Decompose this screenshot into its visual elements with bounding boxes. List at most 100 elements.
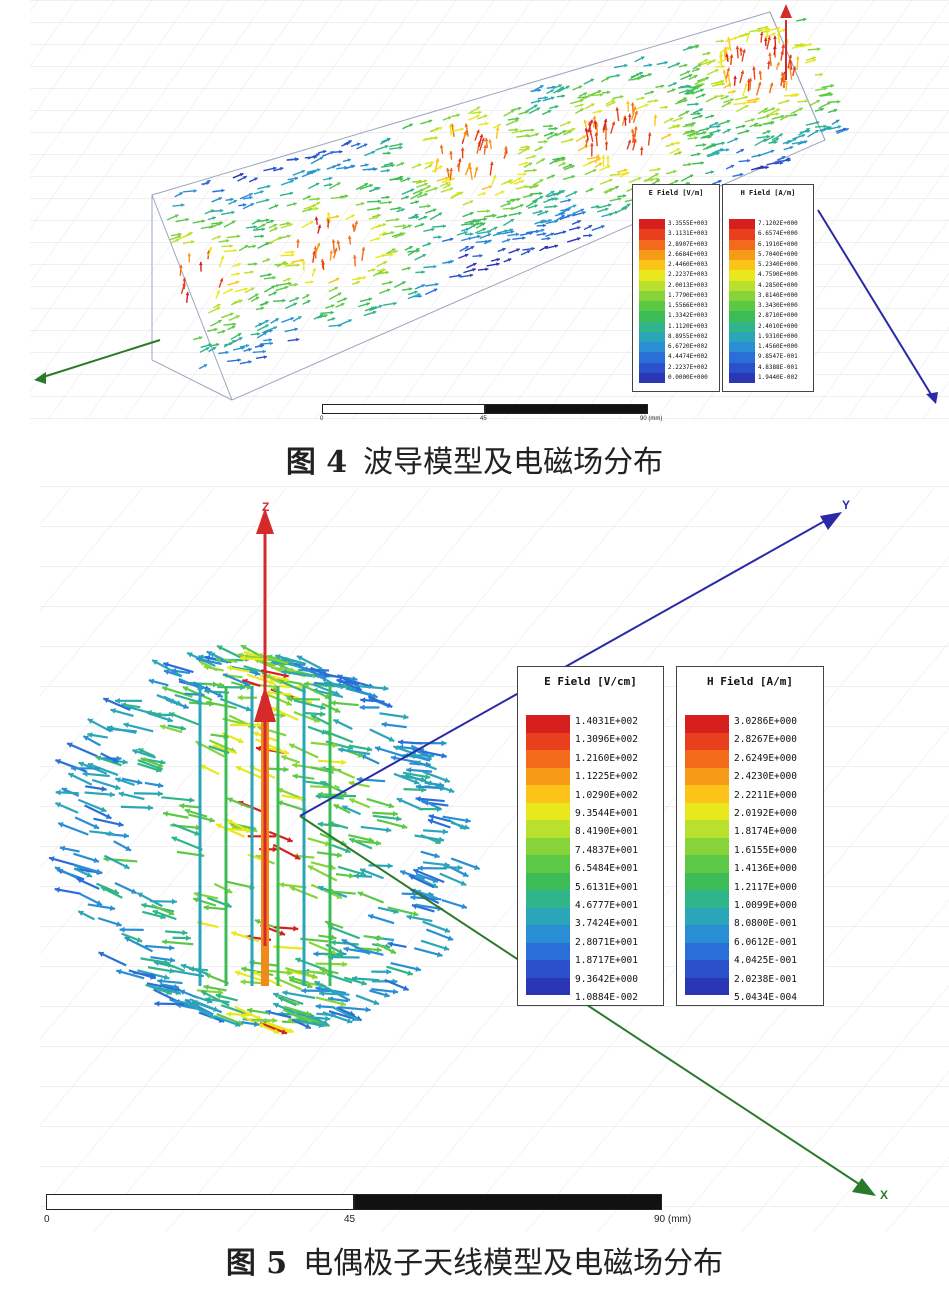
field-arrowhead xyxy=(394,249,398,254)
field-arrowhead xyxy=(378,304,383,309)
field-arrowhead xyxy=(772,32,776,37)
field-arrow xyxy=(317,793,348,797)
field-arrowhead xyxy=(407,266,411,271)
field-arrowhead xyxy=(243,176,247,180)
field-arrowhead xyxy=(363,143,368,147)
field-arrowhead xyxy=(372,692,378,699)
field-arrow xyxy=(151,659,183,678)
field-arrow xyxy=(98,951,127,967)
field-arrowhead xyxy=(87,718,94,724)
field-arrowhead xyxy=(160,759,166,766)
field-arrow xyxy=(205,701,237,710)
field-arrowhead xyxy=(137,892,144,898)
field-arrowhead xyxy=(397,206,402,211)
field-arrowhead xyxy=(619,95,624,99)
field-arrowhead xyxy=(554,126,558,131)
field-arrowhead xyxy=(515,232,520,237)
field-arrowhead xyxy=(225,239,230,243)
field-arrowhead xyxy=(402,224,407,228)
color-bar-swatch xyxy=(685,855,729,873)
field-arrowhead xyxy=(218,197,222,201)
field-arrowhead xyxy=(78,910,84,917)
field-arrowhead xyxy=(383,261,387,265)
field-arrowhead xyxy=(686,181,690,186)
color-bar-swatch xyxy=(526,890,570,908)
field-arrowhead xyxy=(424,773,431,780)
field-arrowhead xyxy=(329,250,334,254)
color-bar-swatch xyxy=(729,362,755,373)
field-arrowhead xyxy=(70,765,76,772)
field-arrowhead xyxy=(209,817,215,823)
legend-value: 2.6684E+003 xyxy=(668,250,708,258)
field-arrowhead xyxy=(776,62,780,66)
scale-tick-90: 90 (mm) xyxy=(640,416,663,422)
field-arrowhead xyxy=(226,887,233,894)
e-legend-title: E Field [V/m] xyxy=(648,189,704,197)
field-arrowhead xyxy=(236,234,241,239)
legend-value: 3.0286E+000 xyxy=(734,716,797,727)
field-arrowhead xyxy=(175,238,180,243)
field-arrowhead xyxy=(231,220,236,225)
field-arrowhead xyxy=(235,970,241,976)
field-arrowhead xyxy=(250,270,254,274)
field-arrowhead xyxy=(386,195,390,200)
field-arrowhead xyxy=(208,343,212,347)
field-arrowhead xyxy=(725,95,729,99)
field-arrowhead xyxy=(374,746,381,752)
field-arrowhead xyxy=(249,195,253,200)
field-arrowhead xyxy=(83,735,90,741)
legend-value: 6.5484E+001 xyxy=(575,863,638,875)
field-arrowhead xyxy=(382,223,387,227)
field-arrowhead xyxy=(492,174,497,179)
color-bar-swatch xyxy=(685,715,729,733)
field-arrowhead xyxy=(653,114,658,118)
field-arrowhead xyxy=(547,236,551,241)
field-arrowhead xyxy=(710,170,715,174)
field-arrowhead xyxy=(268,272,272,277)
field-arrowhead xyxy=(335,214,340,219)
field-arrowhead xyxy=(770,121,774,126)
field-arrowhead xyxy=(179,989,186,995)
field-arrowhead xyxy=(733,75,737,80)
field-arrowhead xyxy=(123,722,129,729)
field-arrowhead xyxy=(788,59,793,63)
field-arrowhead xyxy=(510,219,515,223)
field-arrowhead xyxy=(460,147,465,151)
legend-value: 3.3555E+003 xyxy=(668,220,708,227)
field-arrowhead xyxy=(524,161,529,166)
field-arrowhead xyxy=(312,267,316,272)
field-arrowhead xyxy=(449,167,454,172)
field-arrowhead xyxy=(152,659,158,666)
field-arrowhead xyxy=(193,897,199,903)
color-bar-swatch xyxy=(729,219,755,230)
field-arrowhead xyxy=(587,94,592,98)
scale-bar xyxy=(46,1194,662,1210)
field-arrowhead xyxy=(335,277,340,282)
field-arrowhead xyxy=(754,122,759,127)
legend-value: 2.0238E-001 xyxy=(734,973,797,985)
field-arrowhead xyxy=(157,782,164,789)
field-arrowhead xyxy=(270,219,274,224)
field-arrowhead xyxy=(333,719,340,725)
field-arrowhead xyxy=(644,103,649,108)
legend-value: 2.4010E+000 xyxy=(758,322,798,330)
field-arrowhead xyxy=(237,333,242,337)
field-arrowhead xyxy=(730,164,735,169)
field-arrowhead xyxy=(314,981,321,987)
field-arrowhead xyxy=(206,180,211,184)
field-arrowhead xyxy=(460,127,464,132)
field-arrowhead xyxy=(318,885,324,892)
field-arrowhead xyxy=(352,675,358,682)
field-arrowhead xyxy=(240,645,247,651)
field-arrowhead xyxy=(215,993,222,1000)
field-arrowhead xyxy=(488,185,493,189)
field-arrowhead xyxy=(511,198,516,203)
field-arrowhead xyxy=(803,140,808,144)
field-arrowhead xyxy=(236,272,240,276)
field-arrowhead xyxy=(726,148,730,152)
field-arrow xyxy=(341,938,371,955)
field-arrowhead xyxy=(495,126,500,131)
field-arrowhead xyxy=(219,278,224,282)
field-arrowhead xyxy=(290,667,296,674)
field-arrow xyxy=(322,1011,353,1024)
